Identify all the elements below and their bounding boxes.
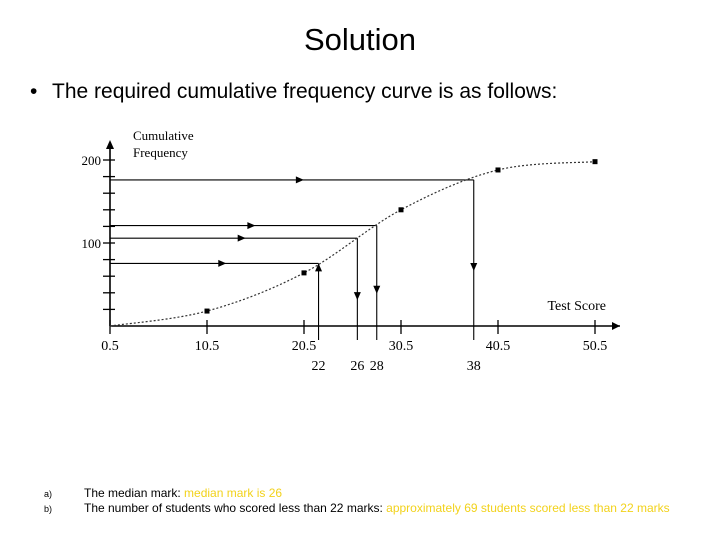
x-tick-label: 30.5 [389, 339, 414, 354]
read-value-label: 28 [370, 359, 384, 374]
right-arrow-icon [295, 176, 304, 184]
down-arrow-icon [373, 285, 381, 294]
y-axis-label: Frequency [133, 145, 188, 160]
x-tick-label: 10.5 [195, 339, 220, 354]
chart-labels: 100 200 0.5 10.5 20.5 30.5 40.5 50.5 Cumulative F… [82, 128, 608, 374]
y-axis-arrow-icon [106, 140, 114, 149]
y-tick-label: 200 [82, 153, 102, 168]
data-point [592, 159, 598, 165]
bullet-dot-icon: • [30, 80, 38, 103]
answer-text: median mark is 26 [184, 486, 283, 500]
read-value-label: 22 [312, 359, 326, 374]
right-arrow-icon [218, 259, 227, 267]
y-tick-label: 100 [82, 236, 102, 251]
answer-row-a: a) The median mark: median mark is 26 [44, 486, 684, 501]
right-arrow-icon [237, 234, 246, 242]
y-axis-label: Cumulative [133, 128, 194, 143]
x-axis-label: Test Score [547, 299, 606, 314]
x-tick-label: 20.5 [292, 339, 317, 354]
x-tick-label: 40.5 [486, 339, 511, 354]
read-value-label: 38 [467, 359, 481, 374]
x-tick-label: 50.5 [583, 339, 608, 354]
data-point [495, 167, 501, 173]
answer-row-b: b) The number of students who scored les… [44, 501, 684, 516]
bullet-text: The required cumulative frequency curve … [52, 80, 558, 103]
answer-question: The median mark: [84, 486, 185, 500]
ogive-curve [109, 161, 596, 327]
right-arrow-icon [247, 222, 256, 230]
down-arrow-icon [470, 262, 478, 271]
answer-question: The number of students who scored less t… [84, 501, 387, 515]
answer-letter: a) [44, 489, 53, 499]
data-point [204, 308, 210, 314]
answers-list: a) The median mark: median mark is 26 b)… [44, 486, 684, 516]
bullet-point: • The required cumulative frequency curve… [30, 80, 557, 104]
down-arrow-icon [353, 292, 361, 301]
cumulative-frequency-chart: 100 200 0.5 10.5 20.5 30.5 40.5 50.5 Cumulative F… [82, 128, 620, 374]
x-tick-label: 0.5 [101, 339, 119, 354]
answer-text: approximately 69 students scored less th… [386, 501, 670, 515]
data-point [398, 207, 404, 213]
chart-axes [103, 140, 620, 334]
up-arrow-icon [315, 263, 323, 272]
x-axis-arrow-icon [612, 322, 620, 330]
read-value-label: 26 [350, 359, 364, 374]
answer-letter: b) [44, 504, 53, 514]
slide-title: Solution [303, 22, 417, 57]
data-point [301, 270, 307, 276]
reading-guides [110, 176, 478, 340]
data-points [204, 159, 598, 314]
